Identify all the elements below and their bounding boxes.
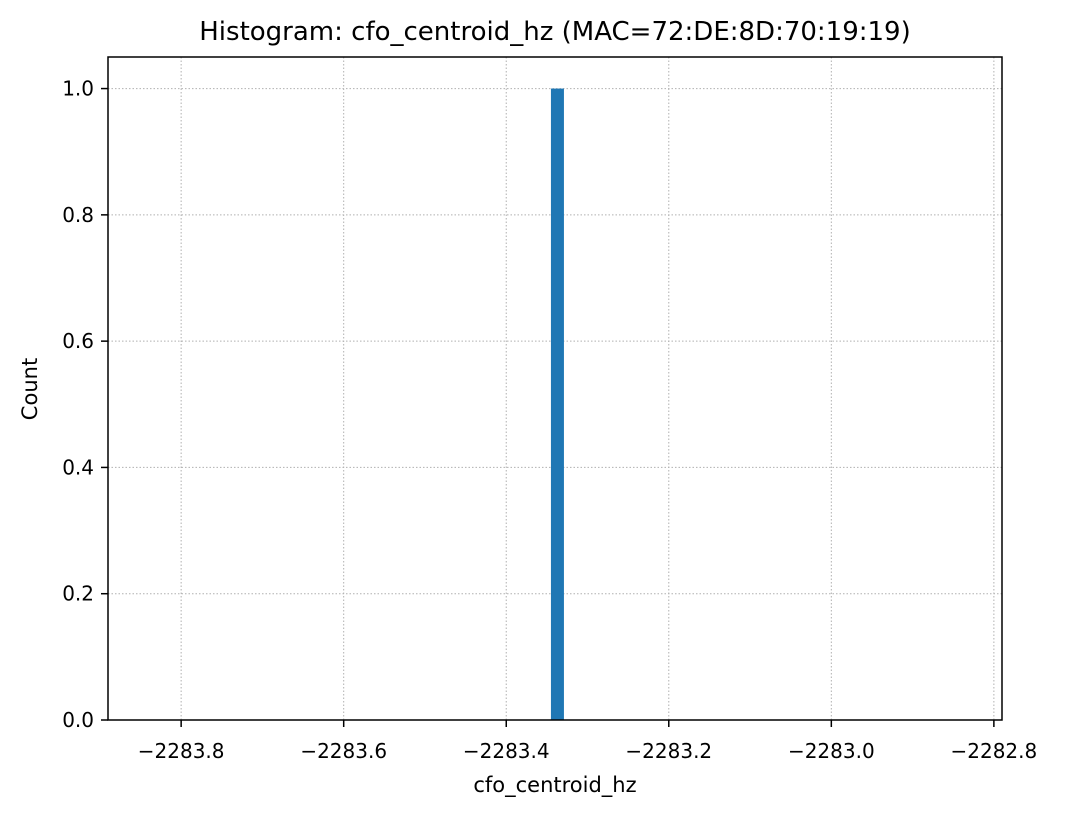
x-tick-label: −2282.8 (950, 739, 1037, 763)
y-axis-label: Count (18, 358, 42, 420)
x-tick-label: −2283.0 (788, 739, 875, 763)
x-tick-label: −2283.6 (300, 739, 387, 763)
x-axis-ticks: −2283.8 −2283.6 −2283.4 −2283.2 −2283.0 −2282… (138, 720, 1037, 763)
bars (550, 88, 564, 721)
chart-title: Histogram: cfo_centroid_hz (MAC=72:DE:8D… (199, 17, 911, 47)
y-tick-label: 0.0 (62, 708, 94, 732)
y-tick-label: 0.4 (62, 455, 94, 479)
x-tick-label: −2283.8 (138, 739, 225, 763)
y-tick-label: 0.6 (62, 329, 94, 353)
y-tick-label: 0.8 (62, 203, 94, 227)
x-axis-label: cfo_centroid_hz (473, 773, 636, 798)
x-tick-label: −2283.2 (625, 739, 712, 763)
y-axis-ticks: 0.0 0.2 0.4 0.6 0.8 1.0 (62, 77, 108, 732)
y-tick-label: 0.2 (62, 582, 94, 606)
x-tick-label: −2283.4 (463, 739, 550, 763)
y-tick-label: 1.0 (62, 77, 94, 101)
plot-frame (107, 56, 1003, 721)
histogram-bar (550, 88, 564, 721)
